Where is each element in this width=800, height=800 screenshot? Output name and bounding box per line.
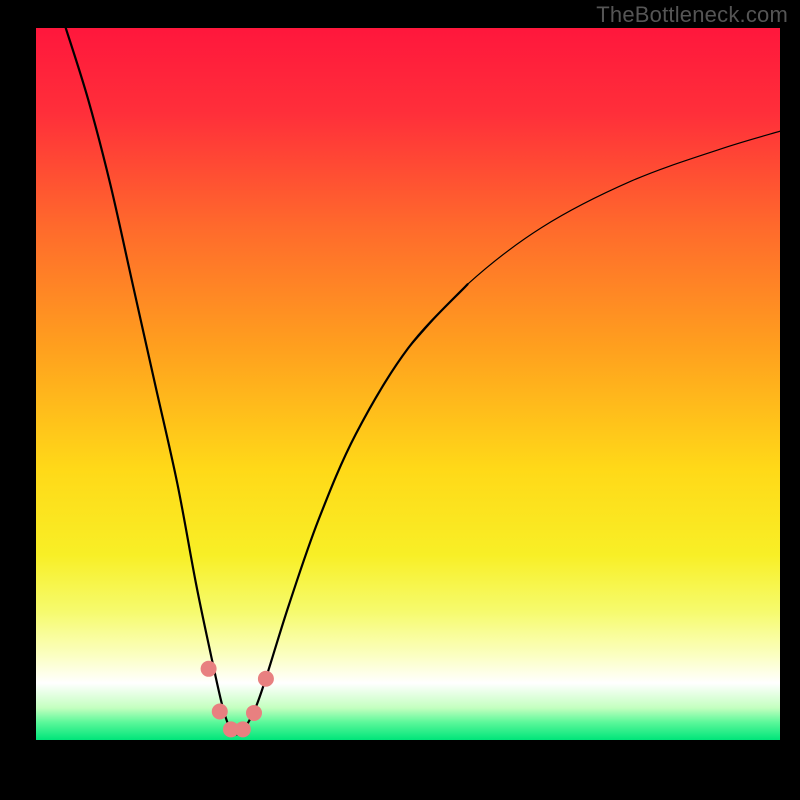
valley-marker [246, 705, 262, 721]
valley-marker [212, 704, 228, 720]
watermark-text: TheBottleneck.com [596, 2, 788, 28]
valley-marker [235, 721, 251, 737]
bottleneck-chart [0, 0, 800, 800]
valley-marker [258, 671, 274, 687]
chart-canvas: TheBottleneck.com [0, 0, 800, 800]
valley-marker [201, 661, 217, 677]
plot-area [36, 28, 780, 740]
